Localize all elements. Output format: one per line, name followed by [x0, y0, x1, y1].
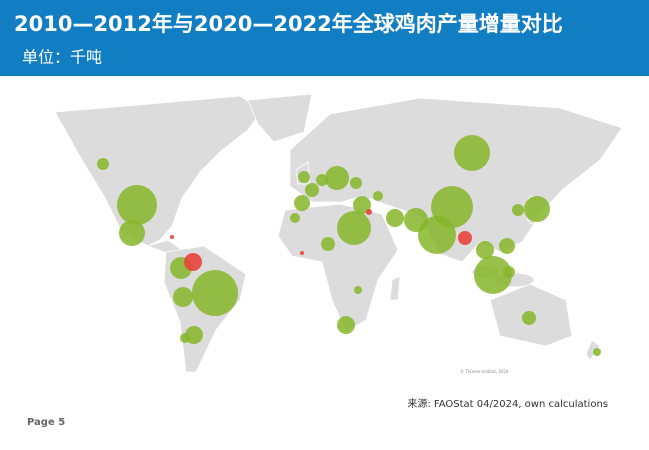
bubble [503, 266, 515, 278]
bubble [97, 158, 109, 170]
bubble [474, 256, 512, 294]
bubble [522, 311, 536, 325]
land [247, 93, 313, 143]
bubble [180, 333, 190, 343]
bubble [512, 204, 524, 216]
bubble [476, 241, 494, 259]
land [585, 339, 601, 361]
bubble [354, 286, 362, 294]
land [389, 275, 401, 301]
bubble [350, 177, 362, 189]
bubble [366, 209, 372, 215]
bubble [458, 231, 472, 245]
bubble [321, 237, 335, 251]
bubble [418, 216, 456, 254]
bubble [316, 174, 328, 186]
bubble [386, 209, 404, 227]
bubble [170, 235, 174, 239]
bubble [373, 191, 383, 201]
bubble [305, 183, 319, 197]
bubble [454, 135, 490, 171]
bubble [119, 220, 145, 246]
bubble [298, 171, 310, 183]
bubble [325, 166, 349, 190]
source: 来源: FAOStat 04/2024, own calculations [407, 397, 608, 410]
bubble [192, 270, 238, 316]
title: 2010—2012年与2020—2022年全球鸡肉产量增量对比 [14, 12, 563, 36]
bubble [353, 196, 371, 214]
bubble [337, 316, 355, 334]
subtitle: 单位：千吨 [22, 48, 102, 67]
bubble [499, 238, 515, 254]
land [54, 95, 263, 247]
bubble [184, 253, 202, 271]
bubble [300, 251, 304, 255]
map-credit: © Thünen-Institut, 2024 [460, 369, 509, 374]
bubble [290, 213, 300, 223]
bubble [294, 195, 310, 211]
page-number: Page 5 [27, 417, 65, 428]
bubble [524, 196, 550, 222]
bubbles [97, 135, 601, 356]
bubble [593, 348, 601, 356]
bubble [173, 287, 193, 307]
bubble [337, 211, 371, 245]
header-band [0, 0, 649, 76]
bubble [117, 185, 157, 225]
bubble [404, 208, 428, 232]
